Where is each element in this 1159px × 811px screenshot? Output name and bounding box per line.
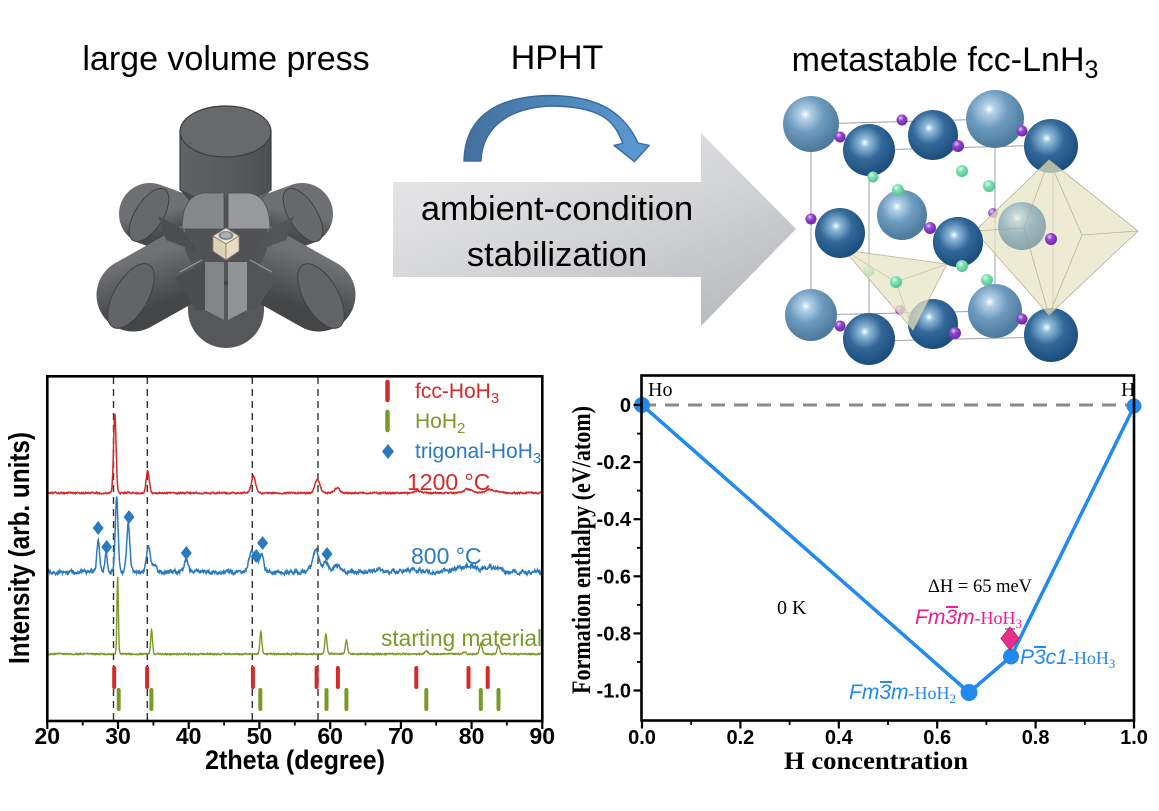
svg-text:0: 0: [620, 395, 631, 417]
svg-text:-0.4: -0.4: [597, 509, 632, 531]
svg-text:1.0: 1.0: [1120, 727, 1148, 749]
svg-text:metastable fcc-LnH3: metastable fcc-LnH3: [792, 41, 1099, 84]
svg-text:Fm3m-HoH2: Fm3m-HoH2: [849, 681, 956, 706]
svg-text:Fm3m-HoH3: Fm3m-HoH3: [915, 606, 1022, 631]
svg-text:90: 90: [530, 723, 556, 749]
svg-text:-0.8: -0.8: [597, 623, 631, 645]
svg-text:60: 60: [317, 723, 343, 749]
svg-text:ambient-condition: ambient-condition: [421, 190, 693, 228]
svg-text:0.4: 0.4: [825, 727, 854, 749]
svg-text:50: 50: [247, 723, 273, 749]
svg-text:stabilization: stabilization: [467, 236, 647, 274]
svg-text:20: 20: [35, 723, 61, 749]
svg-text:40: 40: [176, 723, 202, 749]
svg-text:Formation enthalpy (eV/atom): Formation enthalpy (eV/atom): [567, 406, 596, 694]
svg-text:30: 30: [105, 723, 131, 749]
svg-text:fcc-HoH3: fcc-HoH3: [415, 380, 499, 407]
svg-text:0 K: 0 K: [777, 597, 807, 619]
svg-text:0.0: 0.0: [628, 727, 656, 749]
svg-text:H: H: [1121, 379, 1135, 401]
svg-text:2theta (degree): 2theta (degree): [205, 745, 385, 775]
svg-text:H concentration: H concentration: [784, 748, 968, 775]
svg-text:-0.6: -0.6: [597, 566, 631, 588]
svg-text:-1.0: -1.0: [597, 681, 631, 703]
svg-text:800 °C: 800 °C: [411, 543, 482, 569]
svg-text:Intensity (arb. units): Intensity (arb. units): [4, 432, 36, 664]
svg-text:0.8: 0.8: [1022, 727, 1050, 749]
svg-text:HPHT: HPHT: [511, 39, 604, 77]
svg-text:Ho: Ho: [648, 379, 672, 401]
svg-text:large volume press: large volume press: [82, 40, 369, 78]
svg-text:trigonal-HoH3: trigonal-HoH3: [415, 440, 541, 467]
svg-text:0.6: 0.6: [923, 727, 951, 749]
svg-text:starting material: starting material: [381, 625, 542, 651]
svg-text:P3c1-HoH3: P3c1-HoH3: [1020, 646, 1115, 671]
svg-text:ΔH = 65 meV: ΔH = 65 meV: [928, 577, 1033, 597]
svg-text:80: 80: [459, 723, 485, 749]
svg-text:1200 °C: 1200 °C: [407, 469, 490, 495]
svg-text:HoH2: HoH2: [415, 410, 465, 437]
svg-text:0.2: 0.2: [726, 727, 754, 749]
svg-text:70: 70: [388, 723, 414, 749]
svg-text:-0.2: -0.2: [597, 452, 631, 474]
